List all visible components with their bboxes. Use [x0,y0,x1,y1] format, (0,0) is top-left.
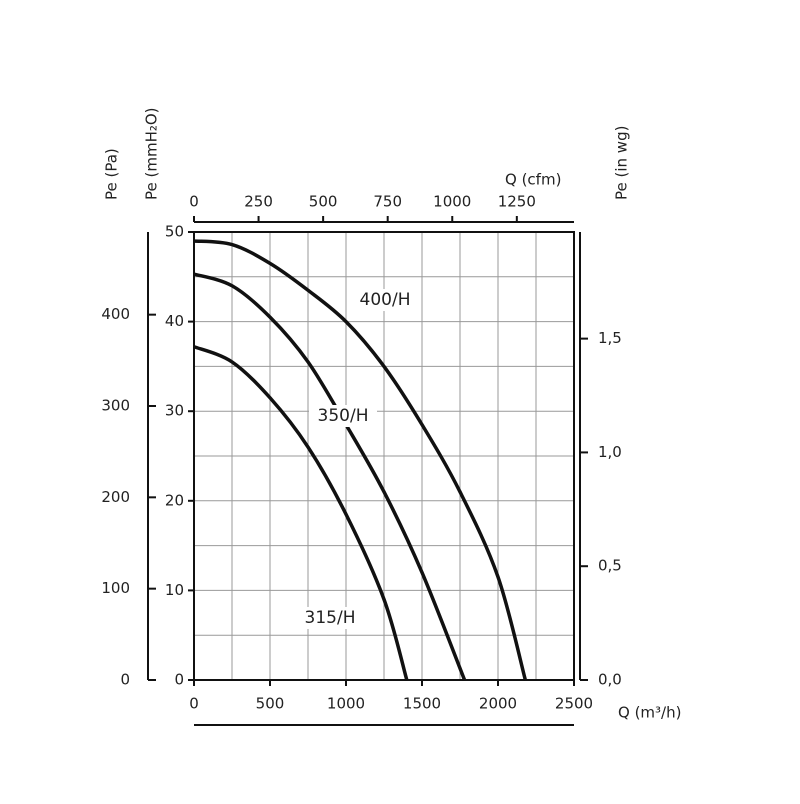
curve-label-bg [351,289,419,311]
x-tick-label: 500 [256,695,285,713]
curve-label: 400/H [360,290,411,310]
y2-axis-title: Pe (in wg) [613,126,631,200]
x-tick-label: 1500 [403,695,441,713]
curve-label: 315/H [305,608,356,628]
curve [193,239,528,681]
y3-axis-title: Pe (Pa) [103,148,121,200]
x2-tick-label: 0 [189,193,199,211]
curve-label: 350/H [318,406,369,426]
x-tick-label: 0 [189,695,199,713]
x2-tick-label: 500 [309,193,338,211]
y-tick-label: 20 [165,491,184,509]
y-tick-label: 10 [165,581,184,599]
curve [193,345,409,681]
curve-label-bg [309,405,377,427]
y3-tick-label: 200 [101,488,130,506]
y2-tick-label: 1,0 [598,443,622,461]
y-tick-label: 40 [165,312,184,330]
curve-label-bg [296,607,364,629]
y3-tick-label: 100 [101,579,130,597]
x-axis-title: Q (m³/h) [618,704,681,722]
y-tick-label: 50 [165,223,184,241]
y-tick-label: 0 [174,671,184,689]
y3-tick-label: 400 [101,305,130,323]
plot-frame [193,231,575,681]
y2-tick-label: 0,0 [598,671,622,689]
x2-tick-label: 750 [373,193,402,211]
x2-axis-title: Q (cfm) [505,171,561,189]
y3-tick-label: 300 [101,396,130,414]
x2-tick-label: 1250 [498,193,536,211]
x2-tick-label: 250 [244,193,273,211]
x-tick-label: 2000 [479,695,517,713]
x-tick-label: 1000 [327,695,365,713]
y3-tick-label: 0 [120,671,130,689]
x-tick-label: 2500 [555,695,593,713]
y-axis-title: Pe (mmH₂O) [143,107,161,200]
x2-tick-label: 1000 [433,193,471,211]
y-tick-label: 30 [165,402,184,420]
y2-tick-label: 0,5 [598,557,622,575]
y2-tick-label: 1,5 [598,329,622,347]
